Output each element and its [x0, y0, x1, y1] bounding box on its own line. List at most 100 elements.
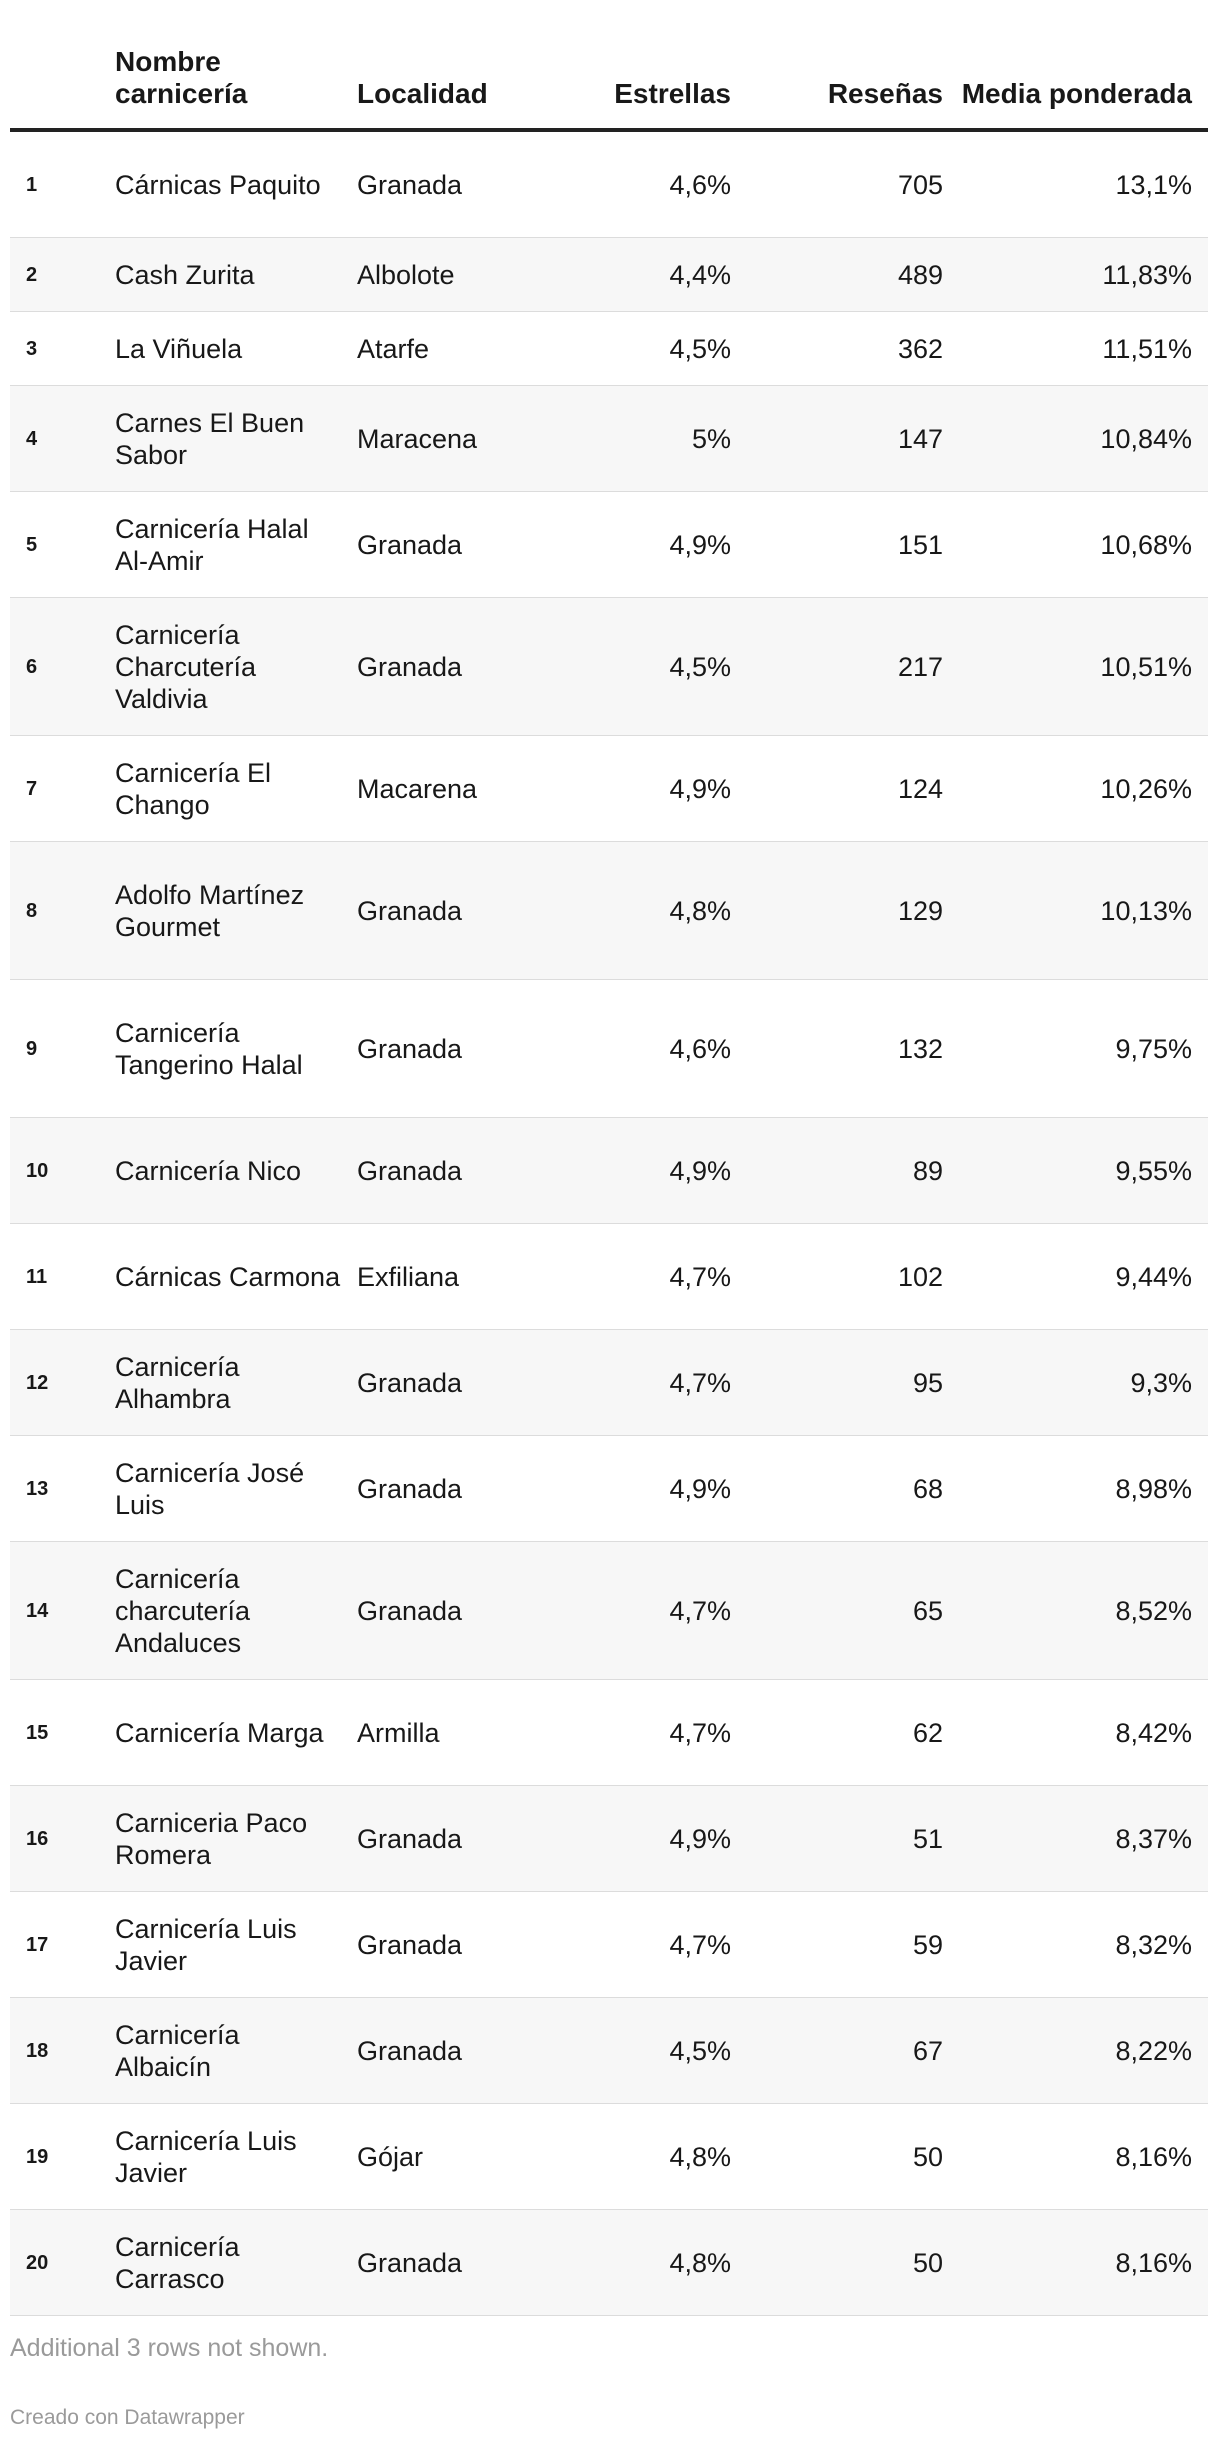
- table-row: 11 Cárnicas Carmona Exfiliana 4,7% 102 9,44%: [10, 1223, 1208, 1330]
- name-cell: Carnicería Halal Al-Amir: [115, 491, 357, 598]
- weighted-cell: 9,75%: [959, 979, 1208, 1118]
- rank-cell: 10: [10, 1117, 115, 1224]
- name-cell: Carnes El Buen Sabor: [115, 385, 357, 492]
- reviews-cell: 151: [747, 491, 959, 598]
- weighted-cell: 8,32%: [959, 1891, 1208, 1998]
- stars-cell: 4,8%: [547, 841, 747, 980]
- weighted-cell: 10,13%: [959, 841, 1208, 980]
- header-name[interactable]: Nombre carnicería: [115, 30, 357, 132]
- rows-not-shown-note: Additional 3 rows not shown.: [10, 2334, 329, 2362]
- weighted-cell: 8,42%: [959, 1679, 1208, 1786]
- town-cell: Albolote: [357, 237, 547, 312]
- reviews-cell: 59: [747, 1891, 959, 1998]
- weighted-cell: 10,51%: [959, 597, 1208, 736]
- header-row: Nombre carnicería Localidad Estrellas Re…: [10, 30, 1208, 132]
- rank-cell: 15: [10, 1679, 115, 1786]
- table-row: 9 Carnicería Tangerino Halal Granada 4,6% 13…: [10, 979, 1208, 1118]
- reviews-cell: 147: [747, 385, 959, 492]
- stars-cell: 4,7%: [547, 1679, 747, 1786]
- table-row: 20 Carnicería Carrasco Granada 4,8% 50 8,16%: [10, 2209, 1208, 2316]
- reviews-cell: 95: [747, 1329, 959, 1436]
- table-row: 15 Carnicería Marga Armilla 4,7% 62 8,42%: [10, 1679, 1208, 1786]
- town-cell: Gójar: [357, 2103, 547, 2210]
- weighted-cell: 11,83%: [959, 237, 1208, 312]
- weighted-cell: 9,55%: [959, 1117, 1208, 1224]
- reviews-cell: 489: [747, 237, 959, 312]
- header-weighted[interactable]: Media ponderada: [959, 30, 1208, 132]
- table-row: 4 Carnes El Buen Sabor Maracena 5% 147 10,84%: [10, 385, 1208, 492]
- datawrapper-credit[interactable]: Creado con Datawrapper: [10, 2406, 245, 2429]
- town-cell: Exfiliana: [357, 1223, 547, 1330]
- weighted-cell: 13,1%: [959, 130, 1208, 238]
- table-row: 13 Carnicería José Luis Granada 4,9% 68 8,98%: [10, 1435, 1208, 1542]
- stars-cell: 4,5%: [547, 1997, 747, 2104]
- stars-cell: 4,6%: [547, 130, 747, 238]
- town-cell: Macarena: [357, 735, 547, 842]
- rank-cell: 2: [10, 237, 115, 312]
- weighted-cell: 8,52%: [959, 1541, 1208, 1680]
- reviews-cell: 50: [747, 2209, 959, 2316]
- name-cell: Carnicería Carrasco: [115, 2209, 357, 2316]
- stars-cell: 4,9%: [547, 491, 747, 598]
- rank-cell: 20: [10, 2209, 115, 2316]
- stars-cell: 4,8%: [547, 2209, 747, 2316]
- town-cell: Granada: [357, 491, 547, 598]
- stars-cell: 4,4%: [547, 237, 747, 312]
- reviews-cell: 89: [747, 1117, 959, 1224]
- town-cell: Granada: [357, 1435, 547, 1542]
- name-cell: Cárnicas Carmona: [115, 1223, 357, 1330]
- rank-cell: 8: [10, 841, 115, 980]
- table-body: 1 Cárnicas Paquito Granada 4,6% 705 13,1% 2 Cas…: [10, 130, 1208, 2316]
- town-cell: Granada: [357, 1785, 547, 1892]
- stars-cell: 4,5%: [547, 311, 747, 386]
- rank-cell: 18: [10, 1997, 115, 2104]
- reviews-cell: 68: [747, 1435, 959, 1542]
- town-cell: Granada: [357, 841, 547, 980]
- table-row: 2 Cash Zurita Albolote 4,4% 489 11,83%: [10, 237, 1208, 312]
- town-cell: Granada: [357, 1117, 547, 1224]
- weighted-cell: 9,3%: [959, 1329, 1208, 1436]
- weighted-cell: 9,44%: [959, 1223, 1208, 1330]
- rank-cell: 3: [10, 311, 115, 386]
- reviews-cell: 705: [747, 130, 959, 238]
- rank-cell: 11: [10, 1223, 115, 1330]
- butcher-ranking-table: Nombre carnicería Localidad Estrellas Re…: [10, 30, 1208, 2316]
- reviews-cell: 132: [747, 979, 959, 1118]
- name-cell: Carnicería El Chango: [115, 735, 357, 842]
- rank-cell: 14: [10, 1541, 115, 1680]
- table-row: 8 Adolfo Martínez Gourmet Granada 4,8% 129 10…: [10, 841, 1208, 980]
- reviews-cell: 62: [747, 1679, 959, 1786]
- header-town[interactable]: Localidad: [357, 30, 547, 132]
- name-cell: Carnicería Marga: [115, 1679, 357, 1786]
- weighted-cell: 8,16%: [959, 2209, 1208, 2316]
- weighted-cell: 11,51%: [959, 311, 1208, 386]
- town-cell: Granada: [357, 597, 547, 736]
- town-cell: Granada: [357, 979, 547, 1118]
- header-reviews[interactable]: Reseñas: [747, 30, 959, 132]
- table-row: 3 La Viñuela Atarfe 4,5% 362 11,51%: [10, 311, 1208, 386]
- stars-cell: 4,7%: [547, 1891, 747, 1998]
- name-cell: La Viñuela: [115, 311, 357, 386]
- rank-cell: 16: [10, 1785, 115, 1892]
- table-row: 7 Carnicería El Chango Macarena 4,9% 124 10,2…: [10, 735, 1208, 842]
- stars-cell: 4,6%: [547, 979, 747, 1118]
- header-stars[interactable]: Estrellas: [547, 30, 747, 132]
- header-rank: [10, 30, 115, 132]
- reviews-cell: 102: [747, 1223, 959, 1330]
- name-cell: Carnicería Tangerino Halal: [115, 979, 357, 1118]
- rank-cell: 4: [10, 385, 115, 492]
- rank-cell: 6: [10, 597, 115, 736]
- weighted-cell: 8,16%: [959, 2103, 1208, 2210]
- name-cell: Carnicería Charcutería Valdivia: [115, 597, 357, 736]
- stars-cell: 4,9%: [547, 1117, 747, 1224]
- rank-cell: 7: [10, 735, 115, 842]
- stars-cell: 4,7%: [547, 1223, 747, 1330]
- town-cell: Granada: [357, 1541, 547, 1680]
- reviews-cell: 67: [747, 1997, 959, 2104]
- reviews-cell: 217: [747, 597, 959, 736]
- stars-cell: 4,7%: [547, 1541, 747, 1680]
- stars-cell: 4,8%: [547, 2103, 747, 2210]
- rank-cell: 5: [10, 491, 115, 598]
- rank-cell: 13: [10, 1435, 115, 1542]
